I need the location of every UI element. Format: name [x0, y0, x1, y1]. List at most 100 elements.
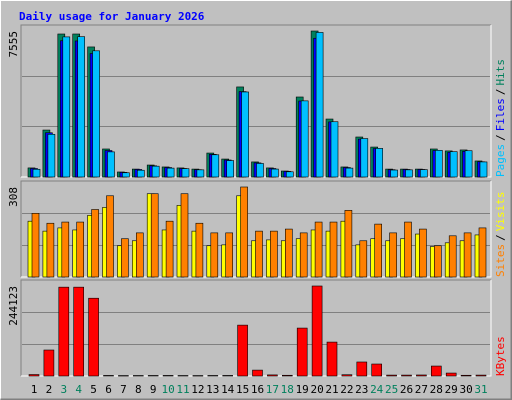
legend: Pages / Files / Hits — [494, 59, 507, 177]
x-tick-label: 30 — [459, 383, 472, 396]
bar — [375, 148, 384, 178]
x-tick-label: 3 — [60, 383, 67, 396]
bar — [430, 365, 442, 377]
x-tick-label: 6 — [105, 383, 112, 396]
bar — [374, 223, 383, 278]
x-tick-label: 25 — [385, 383, 398, 396]
bar — [122, 172, 130, 178]
bar — [464, 150, 473, 178]
bar — [31, 212, 40, 278]
bar — [61, 221, 70, 278]
x-tick-label: 31 — [474, 383, 487, 396]
bar — [88, 297, 99, 377]
bar — [311, 285, 323, 377]
bar — [390, 169, 398, 178]
bar — [118, 375, 129, 377]
bar — [195, 222, 204, 278]
bar — [207, 375, 219, 377]
bar — [416, 374, 427, 377]
bar — [222, 375, 233, 377]
legend-separator: / — [494, 234, 507, 241]
bar — [419, 228, 427, 278]
bar — [62, 36, 71, 178]
bar — [133, 375, 144, 377]
x-tick-label: 1 — [31, 383, 38, 396]
bar — [371, 363, 383, 377]
bar — [326, 341, 338, 377]
bar — [360, 138, 369, 178]
bar — [43, 349, 55, 377]
panel-shadow — [20, 279, 491, 376]
panel-shadow — [20, 180, 491, 277]
bar — [449, 151, 458, 178]
y-tick-label: 7555 — [7, 31, 20, 58]
bar — [180, 193, 189, 278]
bar — [92, 50, 100, 178]
bar — [136, 232, 144, 278]
x-tick-label: 11 — [176, 383, 189, 396]
legend: KBytes — [494, 336, 507, 376]
bar — [448, 235, 457, 278]
bar — [150, 193, 159, 278]
bar — [284, 228, 293, 278]
bar — [196, 169, 205, 178]
x-tick-label: 2 — [46, 383, 53, 396]
x-tick-label: 29 — [445, 383, 458, 396]
bar — [285, 171, 294, 178]
x-tick-label: 23 — [355, 383, 368, 396]
bar — [225, 232, 233, 278]
x-tick-label: 5 — [90, 383, 97, 396]
bar — [162, 375, 174, 377]
x-tick-label: 9 — [150, 383, 157, 396]
bar — [356, 361, 368, 377]
bar — [137, 169, 145, 178]
legend-separator: / — [494, 134, 507, 141]
bar — [479, 161, 488, 178]
bar — [47, 133, 56, 178]
bar — [299, 232, 308, 278]
bar — [107, 151, 115, 178]
legend-entry: Visits — [494, 192, 507, 232]
bar — [344, 210, 353, 278]
legend-entry: Sites — [494, 244, 507, 277]
bar — [463, 232, 472, 278]
bar — [434, 150, 443, 178]
x-tick-label: 22 — [340, 383, 353, 396]
bar — [404, 221, 412, 278]
chart-title: Daily usage for January 2026 — [19, 10, 205, 23]
bar — [32, 168, 41, 178]
x-tick-label: 20 — [310, 383, 323, 396]
x-tick-label: 19 — [296, 383, 309, 396]
bar — [252, 369, 263, 377]
bar — [296, 327, 308, 377]
x-tick-label: 7 — [120, 383, 127, 396]
bar — [76, 221, 84, 278]
bar — [240, 186, 248, 278]
x-tick-label: 26 — [400, 383, 413, 396]
bar — [77, 36, 85, 178]
bar — [241, 91, 249, 178]
bar — [165, 220, 174, 278]
legend: Sites / Visits — [494, 192, 507, 278]
x-tick-label: 18 — [281, 383, 294, 396]
x-tick-label: 21 — [325, 383, 338, 396]
x-tick-label: 17 — [266, 383, 279, 396]
bar — [281, 374, 293, 377]
bar — [121, 238, 129, 278]
bar — [445, 372, 457, 377]
bar — [255, 230, 263, 278]
bar — [433, 245, 442, 278]
legend-entry: KBytes — [494, 336, 507, 376]
x-tick-label: 27 — [415, 383, 428, 396]
bar — [256, 163, 264, 178]
x-tick-label: 12 — [191, 383, 204, 396]
bar — [46, 222, 55, 278]
bar — [315, 32, 324, 178]
bar — [58, 286, 70, 377]
bar — [103, 375, 114, 377]
bar — [475, 374, 487, 377]
legend-separator: / — [494, 89, 507, 96]
